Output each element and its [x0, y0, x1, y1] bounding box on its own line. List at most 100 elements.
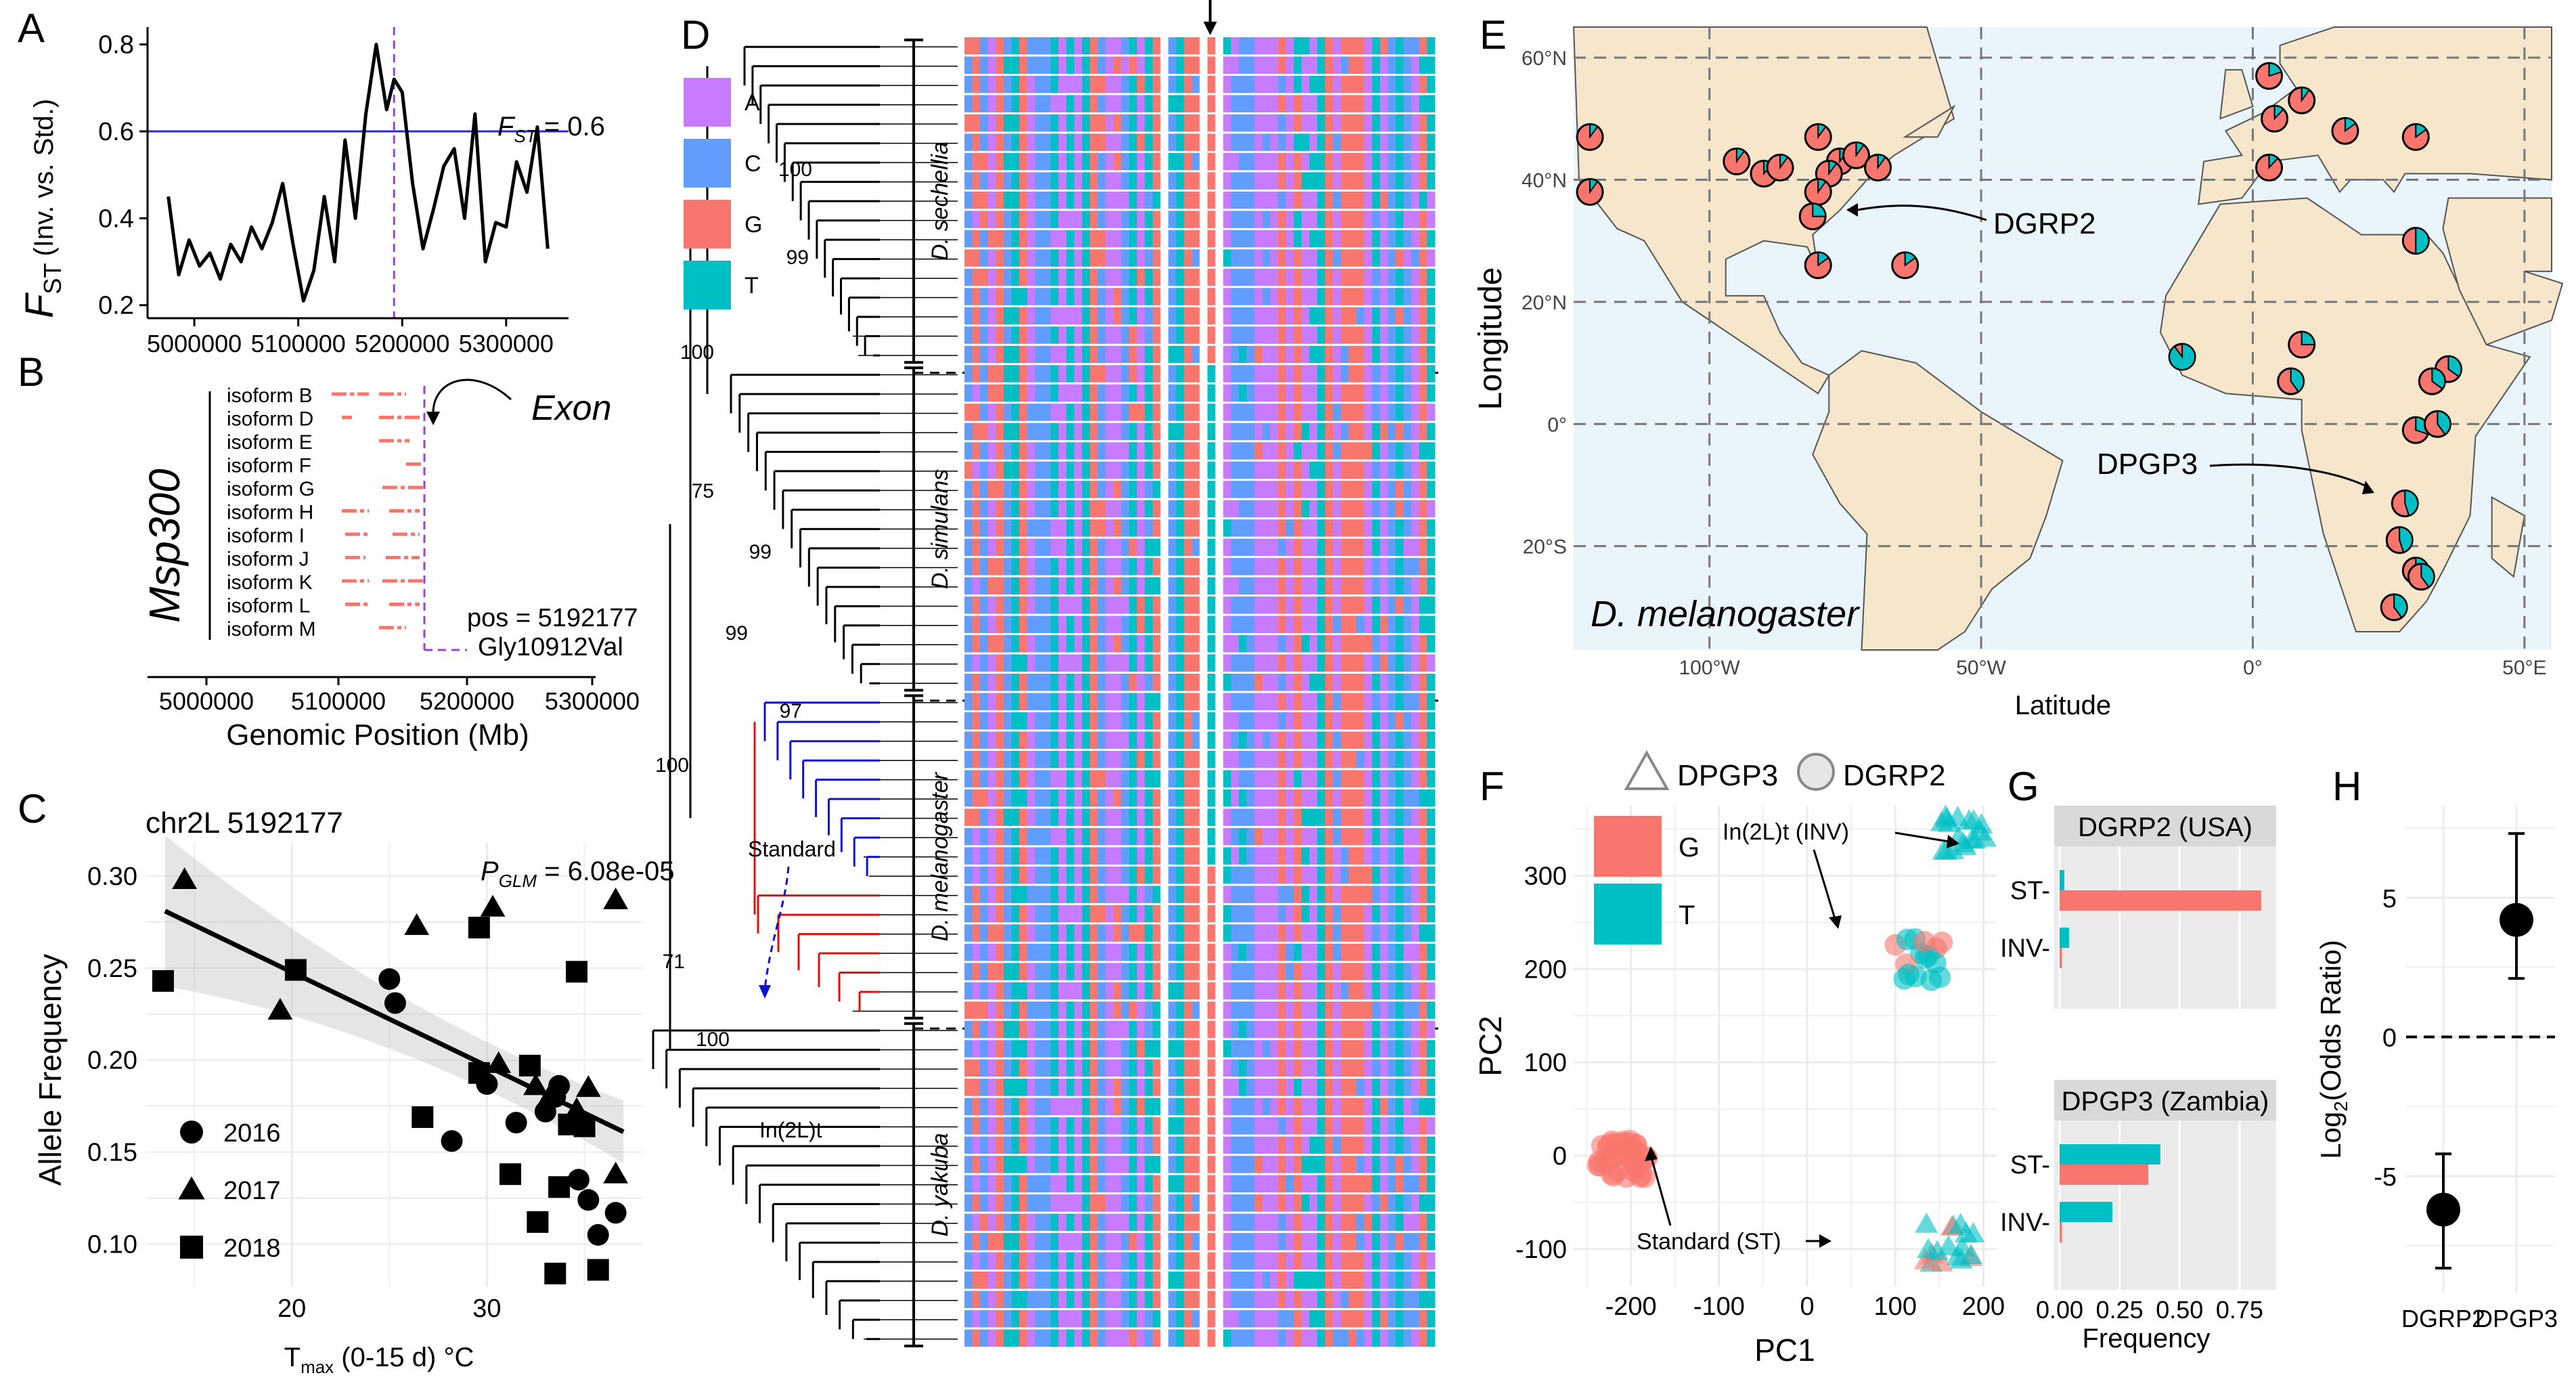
alignment-cell	[1364, 712, 1373, 730]
alignment-cell	[1184, 519, 1193, 537]
pie-t-slice	[2344, 117, 2357, 133]
f-y-tick-label: 200	[1524, 955, 1567, 984]
alignment-cell	[964, 1156, 973, 1173]
alignment-cell	[1309, 808, 1318, 826]
pie-t-slice	[2268, 154, 2279, 169]
alignment-cell	[1372, 731, 1381, 749]
alignment-cell	[987, 1040, 996, 1058]
alignment-cell	[1247, 1310, 1256, 1328]
alignment-cell	[1348, 422, 1357, 441]
alignment-cell	[1207, 1310, 1216, 1328]
alignment-cell	[1215, 770, 1224, 787]
alignment-cell	[1396, 422, 1404, 441]
alignment-cell	[996, 114, 1004, 132]
alignment-cell	[1145, 1272, 1153, 1289]
alignment-cell	[980, 1020, 989, 1039]
alignment-cell	[1341, 866, 1350, 884]
alignment-cell	[1074, 442, 1083, 460]
alignment-cell	[980, 1310, 989, 1328]
alignment-cell	[1270, 712, 1279, 730]
alignment-cell	[1278, 1272, 1287, 1289]
alignment-cell	[1176, 674, 1184, 691]
alignment-cell	[1285, 1059, 1294, 1077]
alignment-cell	[1419, 191, 1427, 209]
alignment-cell	[1153, 770, 1161, 787]
alignment-cell	[1160, 886, 1169, 903]
alignment-cell	[996, 211, 1004, 228]
alignment-cell	[1215, 538, 1224, 557]
alignment-cell	[1003, 1213, 1012, 1232]
alignment-cell	[1403, 963, 1412, 980]
alignment-cell	[1427, 268, 1436, 286]
alignment-cell	[1027, 114, 1036, 132]
panel-label-b: B	[18, 349, 45, 395]
alignment-cell	[1270, 56, 1279, 74]
alignment-cell	[1042, 789, 1051, 807]
alignment-cell	[1302, 307, 1310, 325]
pca-point-dpgp3	[1951, 831, 1975, 852]
alignment-cell	[1168, 1233, 1177, 1251]
alignment-cell	[1348, 75, 1357, 93]
alignment-cell	[1364, 731, 1373, 749]
alignment-cell	[1270, 307, 1279, 325]
alignment-cell	[1207, 1194, 1216, 1212]
alignment-cell	[1278, 442, 1287, 460]
alignment-cell	[1396, 558, 1404, 575]
alignment-cell	[1293, 1233, 1302, 1251]
alignment-cell	[1285, 249, 1294, 267]
alignment-cell	[1293, 1290, 1302, 1309]
alignment-cell	[1396, 693, 1404, 710]
alignment-cell	[1113, 1252, 1122, 1270]
alignment-cell	[1097, 1136, 1106, 1154]
alignment-cell	[1153, 1079, 1161, 1096]
alignment-cell	[1207, 1098, 1216, 1116]
alignment-cell	[1082, 152, 1090, 171]
alignment-cell	[1223, 1001, 1232, 1019]
alignment-cell	[1136, 635, 1145, 653]
alignment-cell	[1097, 1233, 1106, 1251]
alignment-cell	[972, 191, 981, 209]
alignment-cell	[1341, 268, 1350, 286]
pca-point-dgrp2	[1620, 1139, 1643, 1161]
alignment-cell	[1387, 808, 1396, 826]
alignment-cell	[1247, 635, 1256, 653]
alignment-cell	[1136, 230, 1145, 248]
alignment-cell	[1184, 230, 1193, 248]
alignment-cell	[1309, 461, 1318, 479]
alignment-cell	[1113, 1020, 1122, 1039]
c-point-2017	[564, 1097, 590, 1119]
alignment-cell	[1270, 596, 1279, 614]
alignment-cell	[1254, 866, 1263, 884]
alignment-cell	[1215, 172, 1224, 190]
alignment-cell	[1121, 114, 1130, 132]
alignment-cell	[1419, 1329, 1427, 1347]
alignment-cell	[1145, 500, 1153, 518]
alignment-cell	[1191, 191, 1200, 209]
alignment-cell	[1066, 114, 1075, 132]
alignment-cell	[1325, 307, 1333, 325]
alignment-cell	[1176, 808, 1184, 826]
alignment-cell	[1379, 558, 1388, 575]
alignment-cell	[1317, 1213, 1326, 1232]
alignment-cell	[1184, 365, 1193, 383]
alignment-cell	[1247, 1213, 1256, 1232]
alignment-cell	[1419, 693, 1427, 710]
alignment-cell	[1129, 1175, 1138, 1193]
alignment-cell	[980, 1136, 989, 1154]
alignment-cell	[1223, 1233, 1232, 1251]
alignment-cell	[1184, 963, 1193, 980]
alignment-cell	[972, 56, 981, 74]
alignment-cell	[1215, 1329, 1224, 1347]
alignment-cell	[1113, 1213, 1122, 1232]
alignment-cell	[1348, 326, 1357, 344]
alignment-cell	[1325, 596, 1333, 614]
alignment-cell	[1262, 847, 1271, 865]
alignment-cell	[1411, 404, 1420, 421]
alignment-cell	[1293, 635, 1302, 653]
alignment-cell	[1066, 558, 1075, 575]
alignment-cell	[1003, 152, 1012, 171]
alignment-cell	[1372, 152, 1381, 171]
alignment-cell	[1333, 1136, 1341, 1154]
alignment-cell	[1387, 558, 1396, 575]
